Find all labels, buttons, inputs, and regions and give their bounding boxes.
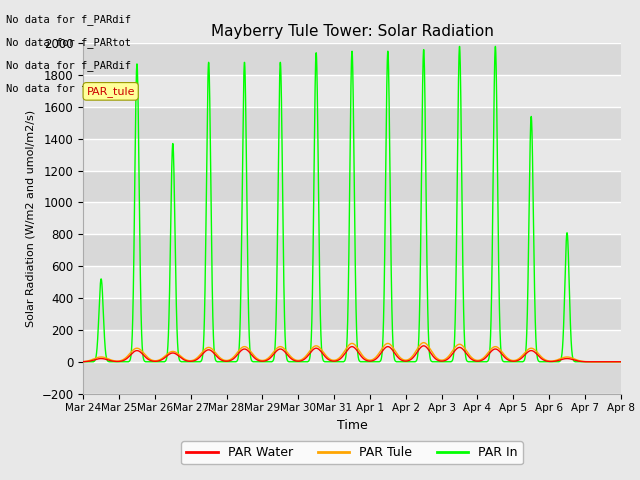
Legend: PAR Water, PAR Tule, PAR In: PAR Water, PAR Tule, PAR In (181, 442, 523, 465)
Text: No data for f_PARtot: No data for f_PARtot (6, 37, 131, 48)
Bar (83, 170, 621, 203)
Bar (83, 75, 621, 107)
Bar (83, 203, 621, 234)
Bar (83, 362, 621, 394)
Text: No data for f_PARtot: No data for f_PARtot (6, 84, 131, 95)
Title: Mayberry Tule Tower: Solar Radiation: Mayberry Tule Tower: Solar Radiation (211, 24, 493, 39)
Bar (83, 330, 621, 362)
Bar (83, 139, 621, 170)
Bar (83, 234, 621, 266)
Bar (83, 298, 621, 330)
Bar (83, 43, 621, 75)
Text: No data for f_PARdif: No data for f_PARdif (6, 60, 131, 72)
Bar (83, 107, 621, 139)
Text: No data for f_PARdif: No data for f_PARdif (6, 14, 131, 25)
Y-axis label: Solar Radiation (W/m2 and umol/m2/s): Solar Radiation (W/m2 and umol/m2/s) (26, 110, 36, 327)
X-axis label: Time: Time (337, 419, 367, 432)
Text: PAR_tule: PAR_tule (86, 86, 135, 97)
Bar (83, 266, 621, 298)
